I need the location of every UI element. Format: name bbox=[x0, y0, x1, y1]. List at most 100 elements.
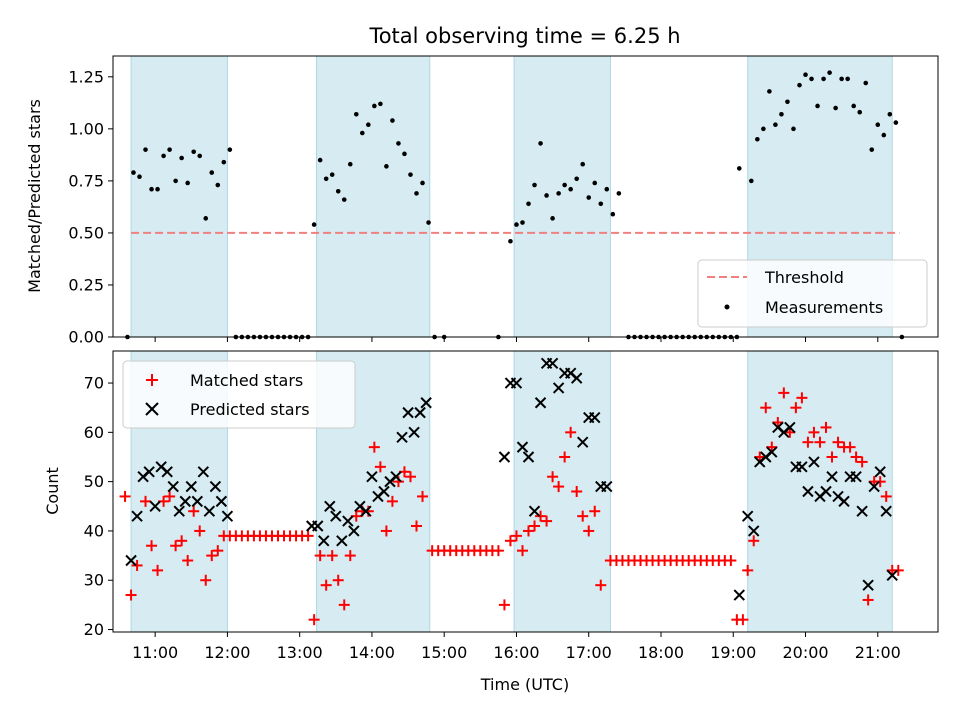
predicted-point bbox=[125, 554, 137, 567]
measurement-point bbox=[839, 76, 844, 82]
matched-point bbox=[332, 574, 344, 586]
measurement-point bbox=[155, 186, 160, 192]
measurement-point bbox=[562, 182, 567, 188]
measurement-point bbox=[821, 76, 826, 82]
measurement-point bbox=[323, 176, 329, 182]
predicted-point bbox=[215, 495, 228, 508]
matched-point bbox=[498, 599, 510, 611]
bottom-shaded-intervals bbox=[130, 350, 893, 633]
predicted-point bbox=[820, 485, 832, 498]
measurement-point bbox=[353, 111, 359, 117]
matched-point bbox=[796, 392, 808, 404]
matched-point bbox=[874, 476, 886, 488]
x-tick-label: 18:00 bbox=[638, 643, 684, 662]
predicted-point bbox=[522, 451, 535, 463]
matched-point bbox=[182, 555, 194, 567]
measurement-point bbox=[384, 164, 389, 169]
matched-point bbox=[504, 535, 516, 547]
measurement-point bbox=[372, 103, 377, 109]
measurement-point bbox=[845, 76, 850, 82]
measurement-point bbox=[221, 159, 227, 165]
predicted-point bbox=[348, 525, 360, 537]
measurement-point bbox=[526, 201, 531, 207]
predicted-point bbox=[330, 510, 342, 522]
matched-point bbox=[523, 525, 535, 537]
matched-point bbox=[338, 599, 350, 611]
matched-point bbox=[170, 540, 182, 552]
predicted-point bbox=[402, 406, 414, 419]
matched-point bbox=[778, 387, 790, 399]
predicted-point bbox=[149, 500, 161, 512]
predicted-point bbox=[366, 471, 378, 483]
predicted-point bbox=[826, 471, 838, 483]
bottom-y-tick-label: 30 bbox=[84, 571, 104, 590]
measurement-point bbox=[887, 111, 893, 117]
top-panel: 0.00 0.25 0.50 0.75 1.00 1.25 Matched/Predict… bbox=[25, 55, 939, 347]
top-y-tick-label: 1.00 bbox=[68, 119, 104, 138]
measurement-point bbox=[209, 170, 215, 175]
bottom-y-tick-label: 70 bbox=[84, 374, 104, 393]
top-shaded-interval bbox=[513, 55, 611, 338]
measurement-point bbox=[875, 122, 881, 127]
measurement-point bbox=[179, 155, 184, 161]
x-tick-label: 13:00 bbox=[277, 643, 323, 662]
bottom-panel: 20 30 40 50 60 70 11:00 12:00 13:00 14:00 15:00 16… bbox=[43, 350, 939, 694]
matched-point bbox=[577, 510, 589, 522]
measurement-point bbox=[378, 101, 383, 107]
predicted-point bbox=[577, 436, 589, 448]
matched-point bbox=[146, 540, 158, 552]
measurement-point bbox=[610, 211, 616, 217]
matched-point bbox=[856, 456, 868, 468]
matched-point bbox=[844, 441, 856, 453]
measurement-point bbox=[869, 147, 875, 152]
predicted-point bbox=[570, 372, 583, 384]
top-y-ticks: 0.00 0.25 0.50 0.75 1.00 1.25 bbox=[68, 67, 113, 347]
measurement-point bbox=[161, 153, 166, 159]
matched-point bbox=[737, 614, 749, 626]
measurement-point bbox=[544, 193, 549, 198]
x-tick-label: 12:00 bbox=[204, 643, 250, 662]
matched-point bbox=[176, 535, 188, 547]
predicted-point bbox=[510, 377, 523, 389]
legend-measurements-label: Measurements bbox=[765, 298, 883, 317]
measurement-point bbox=[167, 147, 172, 152]
predicted-point bbox=[856, 505, 868, 517]
measurement-point bbox=[550, 216, 555, 221]
measurement-point bbox=[197, 153, 203, 159]
matched-point bbox=[547, 471, 559, 483]
measurement-point bbox=[131, 170, 136, 175]
measurement-point bbox=[366, 122, 371, 127]
measurement-point bbox=[598, 201, 604, 207]
measurement-point bbox=[396, 141, 401, 146]
predicted-point bbox=[498, 451, 511, 463]
predicted-point bbox=[167, 480, 179, 493]
top-y-tick-label: 0.00 bbox=[68, 328, 104, 347]
predicted-point bbox=[408, 426, 420, 439]
measurement-point bbox=[749, 178, 754, 184]
top-shaded-interval bbox=[130, 55, 228, 338]
measurement-point bbox=[532, 182, 537, 188]
measurement-point bbox=[791, 126, 796, 132]
measurement-point bbox=[616, 191, 622, 196]
chart-title: Total observing time = 6.25 h bbox=[368, 24, 680, 48]
predicted-point bbox=[862, 579, 874, 591]
matched-point bbox=[212, 545, 224, 557]
matched-point bbox=[510, 530, 522, 542]
measurement-point bbox=[755, 136, 760, 142]
matched-point bbox=[748, 535, 760, 547]
measurement-point bbox=[779, 111, 784, 117]
measurement-point bbox=[827, 70, 832, 75]
matched-point bbox=[131, 559, 143, 571]
predicted-point bbox=[546, 357, 559, 370]
matched-point bbox=[535, 510, 547, 522]
top-legend-box bbox=[697, 259, 928, 328]
measurement-point bbox=[863, 80, 869, 86]
x-tick-label: 14:00 bbox=[349, 643, 395, 662]
matched-point bbox=[164, 490, 176, 502]
predicted-point bbox=[390, 471, 402, 483]
matched-point bbox=[125, 589, 137, 601]
matched-point bbox=[583, 525, 595, 537]
measurement-point bbox=[514, 222, 519, 227]
predicted-point bbox=[880, 505, 892, 517]
predicted-point bbox=[874, 466, 886, 478]
